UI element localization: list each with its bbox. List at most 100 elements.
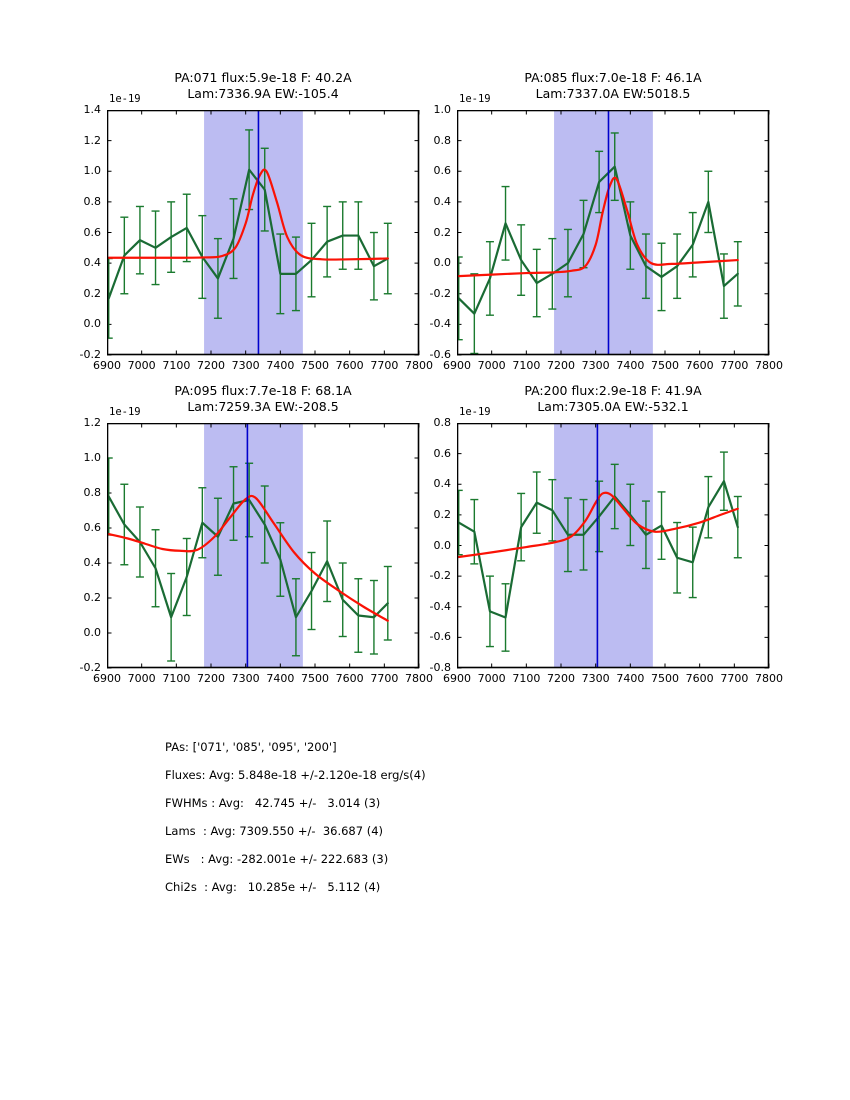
y-tick-label: 0.6 <box>83 521 102 534</box>
y-tick-label: 1.0 <box>433 103 452 116</box>
x-tick-label: 7200 <box>547 359 575 372</box>
x-tick-label: 7200 <box>547 672 575 685</box>
spectrum-line <box>107 168 389 300</box>
x-tick-label: 7200 <box>197 359 225 372</box>
x-tick-label: 7400 <box>266 672 295 685</box>
panel-title-line2-095: Lam:7259.3A EW:-208.5 <box>187 399 339 414</box>
x-tick-label: 7000 <box>477 359 506 372</box>
fit-line <box>107 168 389 261</box>
y-tick-label: 0.2 <box>433 225 452 239</box>
panel-title-line1-095: PA:095 flux:7.7e-18 F: 68.1A <box>174 383 352 398</box>
x-tick-label: 7500 <box>651 672 679 685</box>
y-tick-label: 1.0 <box>83 451 102 464</box>
error-bars <box>107 129 392 339</box>
y-tick-label: 1.2 <box>83 133 102 147</box>
y-tick-label: -0.2 <box>79 661 101 674</box>
x-tick-label: 7000 <box>127 359 156 372</box>
x-tick-label: 7800 <box>405 672 433 685</box>
x-tick-label: 7600 <box>685 672 714 685</box>
x-tick-label: 7300 <box>231 672 260 685</box>
x-tick-label: 7600 <box>685 359 714 372</box>
panel-title-line2-071: Lam:7336.9A EW:-105.4 <box>187 86 339 101</box>
x-tick-label: 7500 <box>651 359 679 372</box>
x-tick-label: 6900 <box>443 359 471 372</box>
summary-line-lams: Lams : Avg: 7309.550 +/- 36.687 (4) <box>165 824 384 838</box>
x-tick-label: 7700 <box>370 672 399 685</box>
y-tick-label: 0.8 <box>433 133 452 147</box>
y-tick-label: 0.4 <box>433 194 452 208</box>
y-tick-label: 0.2 <box>83 591 102 604</box>
x-tick-label: 6900 <box>93 672 121 685</box>
y-tick-label: -0.8 <box>429 661 451 674</box>
x-tick-label: 7100 <box>162 672 191 685</box>
y-tick-label: 0.4 <box>433 477 452 491</box>
y-tick-label: 0.6 <box>83 225 102 239</box>
spectrum-line <box>457 165 739 315</box>
y-tick-label: -0.2 <box>429 569 451 583</box>
x-tick-label: 7000 <box>477 672 506 685</box>
y-tick-label: -0.4 <box>429 599 451 613</box>
x-tick-label: 7400 <box>616 672 645 685</box>
y-tick-label: -0.4 <box>429 317 451 331</box>
summary-line-fluxes: Fluxes: Avg: 5.848e-18 +/-2.120e-18 erg/… <box>165 768 426 782</box>
spectrum-line <box>107 495 389 619</box>
y-tick-label: 0.0 <box>433 256 452 270</box>
y-tick-label: 1.4 <box>83 103 102 116</box>
x-tick-label: 7100 <box>162 359 191 372</box>
x-tick-label: 7400 <box>616 359 645 372</box>
x-tick-label: 7100 <box>512 672 541 685</box>
y-tick-label: -0.2 <box>429 286 451 300</box>
plot-area-095 <box>107 423 420 669</box>
y-tick-label: 0.8 <box>83 194 102 208</box>
summary-line-chi2s: Chi2s : Avg: 10.285e +/- 5.112 (4) <box>165 880 381 894</box>
summary-line-ews: EWs : Avg: -282.001e +/- 222.683 (3) <box>165 852 389 866</box>
wavelength-band-highlight <box>554 423 653 668</box>
y-tick-label: -0.6 <box>429 630 451 644</box>
x-tick-label: 7000 <box>127 672 156 685</box>
x-tick-label: 7800 <box>755 359 783 372</box>
y-tick-label: 0.2 <box>83 286 102 300</box>
x-tick-label: 7700 <box>370 359 399 372</box>
y-tick-label: 0.6 <box>433 164 452 178</box>
x-tick-label: 7200 <box>197 672 225 685</box>
y-tick-label: -0.6 <box>429 348 451 361</box>
panel-title-line1-085: PA:085 flux:7.0e-18 F: 46.1A <box>524 70 702 85</box>
x-tick-label: 7300 <box>231 359 260 372</box>
summary-line-fwhms: FWHMs : Avg: 42.745 +/- 3.014 (3) <box>165 796 381 810</box>
y-axis-offset-label-200: 1e-19 <box>459 406 491 418</box>
y-axis-offset-label-095: 1e-19 <box>109 406 141 418</box>
plot-area-071 <box>107 110 420 356</box>
x-tick-label: 7800 <box>405 359 433 372</box>
y-tick-label: 0.6 <box>433 446 452 460</box>
y-tick-label: 0.2 <box>433 507 452 521</box>
fit-line <box>457 176 739 278</box>
y-tick-label: 0.0 <box>433 538 452 552</box>
x-tick-label: 7100 <box>512 359 541 372</box>
x-tick-label: 7500 <box>301 672 329 685</box>
y-tick-label: 0.8 <box>83 486 102 499</box>
x-tick-label: 7600 <box>335 672 364 685</box>
x-tick-label: 6900 <box>443 672 471 685</box>
wavelength-band-highlight <box>204 423 303 668</box>
y-tick-label: 0.0 <box>83 317 102 331</box>
x-tick-label: 7800 <box>755 672 783 685</box>
y-tick-label: 0.4 <box>83 256 102 270</box>
x-tick-label: 7300 <box>581 672 610 685</box>
fit-line <box>457 491 739 559</box>
y-axis-offset-label-085: 1e-19 <box>459 93 491 105</box>
y-tick-label: -0.2 <box>79 348 101 361</box>
x-tick-label: 7500 <box>301 359 329 372</box>
panel-title-line1-071: PA:071 flux:5.9e-18 F: 40.2A <box>174 70 352 85</box>
panel-title-line1-200: PA:200 flux:2.9e-18 F: 41.9A <box>524 383 702 398</box>
plot-area-200 <box>457 423 770 669</box>
spectrum-line <box>457 480 739 619</box>
x-tick-label: 6900 <box>93 359 121 372</box>
x-tick-label: 7600 <box>335 359 364 372</box>
x-tick-label: 7400 <box>266 359 295 372</box>
summary-line-pas: PAs: ['071', '085', '095', '200'] <box>165 740 337 754</box>
y-axis-offset-label-071: 1e-19 <box>109 93 141 105</box>
x-tick-label: 7700 <box>720 672 749 685</box>
x-tick-label: 7700 <box>720 359 749 372</box>
x-tick-label: 7300 <box>581 359 610 372</box>
